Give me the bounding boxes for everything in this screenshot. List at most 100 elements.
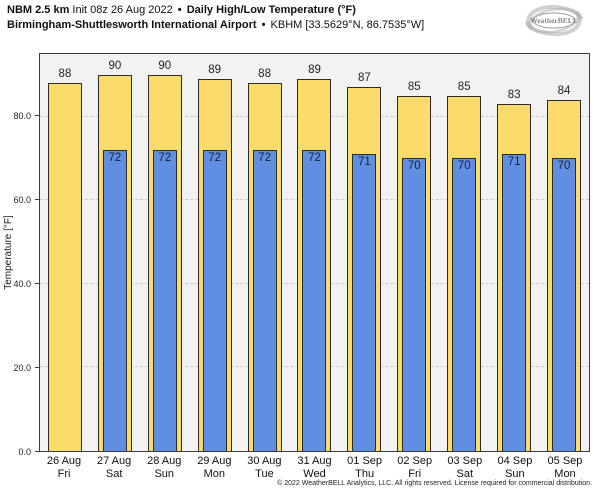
low-bar: 70 — [552, 158, 577, 451]
low-bar: 70 — [402, 158, 427, 451]
y-tick-label: 0.0 — [18, 447, 31, 457]
x-tick-weekday: Thu — [355, 467, 375, 480]
x-tick-date: 28 Aug — [147, 455, 182, 467]
low-value-label: 71 — [507, 156, 521, 169]
low-value-label: 70 — [457, 160, 471, 173]
y-tick-mark — [35, 283, 39, 284]
weatherbell-logo: WeatherBELL — [518, 2, 590, 40]
low-bar: 72 — [252, 150, 277, 451]
low-bar: 72 — [102, 150, 127, 451]
x-tick-date: 26 Aug — [46, 455, 82, 467]
x-tick-date: 30 Aug — [247, 455, 282, 467]
high-value-label: 85 — [457, 80, 471, 93]
high-value-label: 89 — [208, 64, 222, 77]
station-coordinates: KBHM [33.5629°N, 86.7535°W] — [270, 19, 425, 31]
y-tick-mark — [35, 199, 39, 200]
x-tick-label: 05 Sep Mon — [540, 455, 590, 480]
bar-group: 83 71 — [489, 54, 539, 451]
x-tick-label: 30 Aug Tue — [239, 455, 289, 480]
low-bar: 72 — [152, 150, 177, 451]
low-bar: 71 — [352, 154, 377, 451]
model-name: NBM 2.5 km — [7, 4, 70, 16]
x-tick-date: 04 Sep — [497, 455, 533, 467]
x-tick-weekday: Wed — [303, 467, 326, 480]
x-tick-weekday: Sat — [105, 467, 123, 480]
low-bar: 70 — [452, 158, 477, 451]
title-separator: • — [177, 4, 182, 16]
copyright-notice: © 2022 WeatherBELL Analytics, LLC. All r… — [277, 480, 592, 487]
chart-title-line-1: NBM 2.5 km Init 08z 26 Aug 2022 • Daily … — [7, 4, 356, 16]
bar-group: 90 72 — [140, 54, 190, 451]
bar-group: 89 72 — [290, 54, 340, 451]
bar-group: 88 72 — [240, 54, 290, 451]
low-value-label: 70 — [407, 160, 421, 173]
high-value-label: 88 — [58, 68, 72, 81]
low-value-label: 72 — [108, 152, 122, 165]
x-tick-weekday: Sun — [505, 467, 525, 480]
high-bar — [47, 83, 82, 451]
y-tick-mark — [35, 451, 39, 452]
x-tick-label: 31 Aug Wed — [289, 455, 339, 480]
init-time: Init 08z 26 Aug 2022 — [72, 4, 173, 16]
high-value-label: 89 — [308, 64, 321, 77]
high-value-label: 83 — [507, 89, 521, 102]
plot-area: 88 90 72 90 72 89 72 88 72 89 72 87 71 85 70 85 70 83 71 84… — [39, 53, 590, 452]
x-tick-weekday: Fri — [408, 467, 422, 480]
low-value-label: 72 — [308, 152, 321, 165]
low-value-label: 71 — [357, 156, 371, 169]
x-axis-labels: 26 Aug Fri 27 Aug Sat 28 Aug Sun 29 Aug Mon 30 A… — [39, 455, 590, 480]
high-value-label: 90 — [108, 59, 122, 72]
y-axis-ticks: 0.0 20.0 40.0 60.0 80.0 — [0, 53, 39, 457]
high-value-label: 84 — [557, 84, 571, 97]
logo-text: WeatherBELL — [530, 16, 578, 25]
station-name: Birmingham-Shuttlesworth International A… — [7, 19, 257, 31]
swirl-logo-icon: WeatherBELL — [525, 4, 583, 37]
chart-title-line-2: Birmingham-Shuttlesworth International A… — [7, 19, 424, 31]
x-tick-weekday: Sun — [154, 467, 175, 480]
product-name: Daily High/Low Temperature (°F) — [186, 4, 356, 16]
low-value-label: 72 — [158, 152, 172, 165]
x-tick-date: 03 Sep — [447, 455, 483, 467]
y-tick-label: 80.0 — [13, 111, 31, 121]
bar-group: 87 71 — [339, 54, 389, 451]
x-tick-date: 05 Sep — [547, 455, 583, 467]
bar-group: 88 — [40, 54, 90, 451]
low-value-label: 70 — [557, 160, 571, 173]
x-tick-date: 02 Sep — [397, 455, 433, 467]
y-tick-mark — [35, 367, 39, 368]
bar-group: 90 72 — [90, 54, 140, 451]
low-value-label: 72 — [258, 152, 271, 165]
low-value-label: 72 — [208, 152, 222, 165]
x-tick-label: 28 Aug Sun — [139, 455, 189, 480]
x-tick-label: 26 Aug Fri — [39, 455, 89, 480]
x-tick-weekday: Mon — [203, 467, 226, 480]
x-tick-weekday: Sat — [456, 467, 474, 480]
y-tick-label: 20.0 — [13, 363, 31, 373]
low-bar: 72 — [202, 150, 227, 451]
high-value-label: 90 — [158, 59, 172, 72]
low-bar: 71 — [502, 154, 527, 451]
high-value-label: 88 — [258, 68, 271, 81]
x-tick-weekday: Fri — [57, 467, 71, 480]
bars-container: 88 90 72 90 72 89 72 88 72 89 72 87 71 85 70 85 70 83 71 84… — [40, 54, 589, 451]
bar-group: 84 70 — [539, 54, 589, 451]
bar-group: 85 70 — [439, 54, 489, 451]
high-value-label: 87 — [357, 72, 371, 85]
x-tick-weekday: Mon — [554, 467, 576, 480]
x-tick-label: 04 Sep Sun — [490, 455, 540, 480]
x-tick-label: 02 Sep Fri — [390, 455, 440, 480]
high-value-label: 85 — [407, 80, 421, 93]
x-tick-date: 29 Aug — [197, 455, 232, 467]
y-tick-label: 40.0 — [13, 279, 31, 289]
x-tick-date: 31 Aug — [297, 455, 332, 467]
title-separator: • — [261, 19, 266, 31]
x-tick-label: 29 Aug Mon — [189, 455, 239, 480]
x-tick-label: 01 Sep Thu — [340, 455, 390, 480]
y-tick-label: 60.0 — [13, 195, 31, 205]
y-tick-mark — [35, 115, 39, 116]
low-bar: 72 — [302, 150, 327, 451]
x-tick-label: 03 Sep Sat — [440, 455, 490, 480]
x-tick-weekday: Tue — [255, 467, 274, 480]
x-tick-date: 01 Sep — [347, 455, 383, 467]
